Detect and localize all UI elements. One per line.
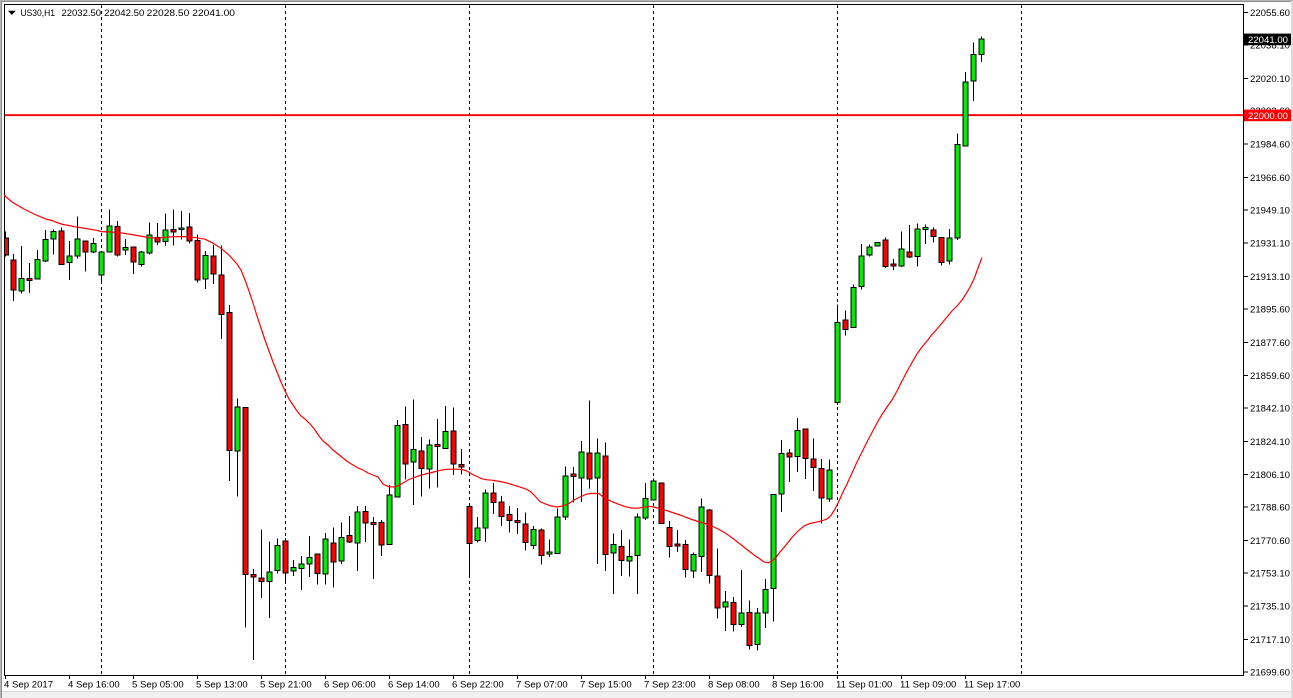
svg-text:21770.60: 21770.60 (1250, 536, 1290, 547)
svg-text:22032.50: 22032.50 (62, 8, 102, 19)
svg-text:21913.10: 21913.10 (1250, 272, 1290, 283)
svg-text:22038.10: 22038.10 (1250, 40, 1290, 51)
svg-text:21788.60: 21788.60 (1250, 503, 1290, 514)
svg-text:8 Sep 08:00: 8 Sep 08:00 (708, 680, 760, 691)
svg-text:22028.50: 22028.50 (147, 8, 190, 19)
svg-text:7 Sep 23:00: 7 Sep 23:00 (644, 680, 696, 691)
svg-text:5 Sep 05:00: 5 Sep 05:00 (132, 680, 184, 691)
svg-text:5 Sep 21:00: 5 Sep 21:00 (260, 680, 312, 691)
svg-text:11 Sep 01:00: 11 Sep 01:00 (836, 680, 892, 691)
svg-text:21877.60: 21877.60 (1250, 338, 1290, 349)
svg-text:22041.00: 22041.00 (1248, 35, 1288, 46)
svg-text:6 Sep 06:00: 6 Sep 06:00 (324, 680, 376, 691)
svg-text:6 Sep 22:00: 6 Sep 22:00 (452, 680, 504, 691)
svg-text:11 Sep 17:00: 11 Sep 17:00 (964, 680, 1020, 691)
svg-text:22055.60: 22055.60 (1250, 8, 1290, 19)
svg-text:6 Sep 14:00: 6 Sep 14:00 (388, 680, 440, 691)
svg-text:21984.60: 21984.60 (1250, 140, 1290, 151)
svg-text:21717.10: 21717.10 (1250, 635, 1290, 646)
svg-text:5 Sep 13:00: 5 Sep 13:00 (196, 680, 248, 691)
svg-text:7 Sep 15:00: 7 Sep 15:00 (580, 680, 632, 691)
svg-text:22000.00: 22000.00 (1248, 111, 1288, 122)
svg-text:21806.10: 21806.10 (1250, 470, 1290, 481)
svg-text:21735.10: 21735.10 (1250, 602, 1290, 613)
svg-text:22042.50: 22042.50 (104, 8, 144, 19)
svg-text:21949.10: 21949.10 (1250, 205, 1290, 216)
svg-text:21966.60: 21966.60 (1250, 173, 1290, 184)
svg-text:21824.10: 21824.10 (1250, 437, 1290, 448)
svg-text:21699.60: 21699.60 (1250, 668, 1290, 679)
svg-text:4 Sep 2017: 4 Sep 2017 (4, 680, 53, 691)
svg-text:21895.60: 21895.60 (1250, 304, 1290, 315)
svg-text:21931.10: 21931.10 (1250, 239, 1290, 250)
svg-text:22041.00: 22041.00 (192, 8, 235, 19)
svg-text:4 Sep 16:00: 4 Sep 16:00 (68, 680, 120, 691)
svg-text:21753.10: 21753.10 (1250, 568, 1290, 579)
svg-text:21859.60: 21859.60 (1250, 371, 1290, 382)
svg-text:8 Sep 16:00: 8 Sep 16:00 (772, 680, 824, 691)
svg-text:22020.10: 22020.10 (1250, 74, 1290, 85)
svg-text:11 Sep 09:00: 11 Sep 09:00 (900, 680, 956, 691)
svg-text:7 Sep 07:00: 7 Sep 07:00 (516, 680, 568, 691)
svg-text:21842.10: 21842.10 (1250, 404, 1290, 415)
svg-text:US30,H1: US30,H1 (21, 8, 56, 19)
